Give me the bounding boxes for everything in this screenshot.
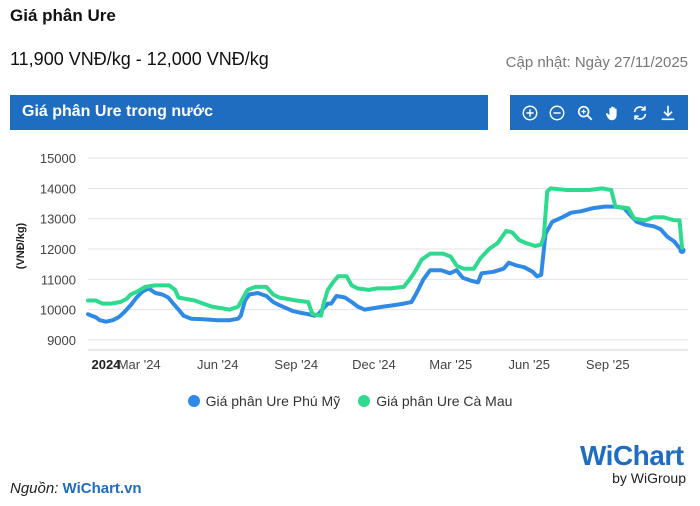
updated-date: Cập nhật: Ngày 27/11/2025 <box>505 54 688 71</box>
x-tick-label: Jun '25 <box>508 357 550 372</box>
legend-item-phu-my[interactable]: Giá phân Ure Phú Mỹ <box>187 393 341 409</box>
logo-wordmark: WiChart <box>580 440 684 471</box>
logo-tagline: by WiGroup <box>612 470 686 486</box>
chart-legend: Giá phân Ure Phú Mỹ Giá phân Ure Cà Mau <box>0 393 700 409</box>
x-tick-label: 2024 <box>92 357 122 372</box>
zoom-in-icon[interactable] <box>520 103 540 123</box>
reset-icon[interactable] <box>630 103 650 123</box>
chart-panel-title: Giá phân Ure trong nước <box>10 95 488 130</box>
magnify-icon[interactable] <box>575 103 595 123</box>
source-credit: Nguồn: WiChart.vn <box>10 480 142 497</box>
series-line-2 <box>86 186 684 318</box>
series-end-point-1 <box>678 247 686 255</box>
legend-label-phu-my: Giá phân Ure Phú Mỹ <box>205 393 341 409</box>
y-tick-label: 9000 <box>47 333 76 348</box>
download-icon[interactable] <box>658 103 678 123</box>
y-tick-label: 13000 <box>40 212 76 227</box>
price-range: 11,900 VNĐ/kg - 12,000 VNĐ/kg <box>10 49 269 69</box>
ure-price-chart: 9000 10000 11000 12000 13000 14000 15000 (VNĐ/k… <box>15 151 688 372</box>
legend-item-ca-mau[interactable]: Giá phân Ure Cà Mau <box>358 393 512 409</box>
wichart-logo: WiChart by WiGroup <box>580 440 690 500</box>
x-tick-label: Mar '25 <box>429 357 472 372</box>
pan-hand-icon[interactable] <box>603 103 623 123</box>
x-tick-label: Mar '24 <box>118 357 161 372</box>
source-prefix: Nguồn: <box>10 480 63 497</box>
x-tick-label: Sep '25 <box>586 357 630 372</box>
y-axis-label: (VNĐ/kg) <box>15 222 27 269</box>
legend-swatch-phu-my <box>187 395 200 407</box>
x-tick-label: Jun '24 <box>197 357 239 372</box>
source-link[interactable]: WiChart.vn <box>62 480 142 497</box>
y-tick-label: 11000 <box>41 272 76 287</box>
y-tick-label: 12000 <box>40 242 76 257</box>
chart-toolbar <box>510 95 688 130</box>
legend-label-ca-mau: Giá phân Ure Cà Mau <box>376 393 513 409</box>
page-title: Giá phân Ure <box>10 6 116 25</box>
y-tick-label: 15000 <box>40 151 76 166</box>
zoom-out-icon[interactable] <box>547 103 567 123</box>
legend-swatch-ca-mau <box>358 395 371 407</box>
series-line-1 <box>86 204 684 324</box>
x-tick-label: Dec '24 <box>352 357 396 372</box>
y-tick-label: 10000 <box>40 303 76 318</box>
y-tick-label: 14000 <box>40 181 76 196</box>
x-tick-label: Sep '24 <box>274 357 318 372</box>
